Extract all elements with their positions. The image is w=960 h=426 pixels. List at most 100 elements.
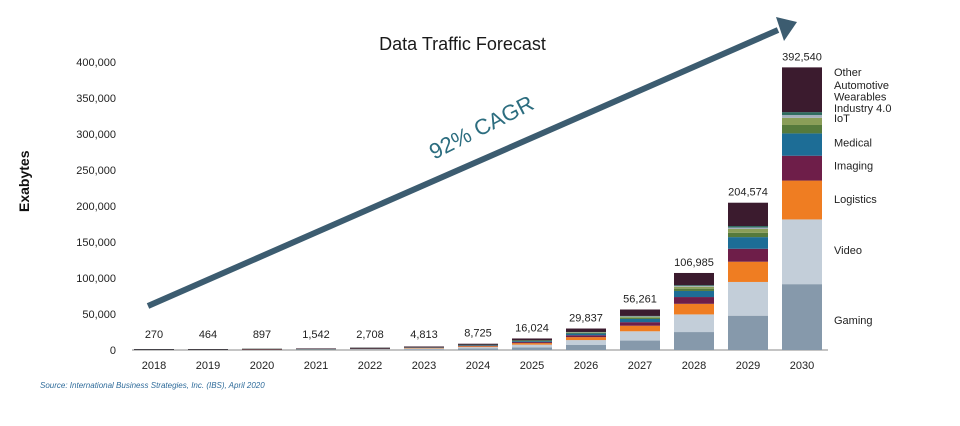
bar-total-labels: 270 464 897 1,542 2,708 4,813 8,725 16,024 29,83… bbox=[145, 51, 822, 341]
bar-segment-imaging bbox=[782, 155, 822, 181]
bar-segment-other bbox=[350, 347, 390, 349]
x-tick-label: 2029 bbox=[736, 360, 760, 372]
bar-segment-gaming bbox=[566, 344, 606, 350]
y-tick-label: 0 bbox=[110, 345, 116, 357]
bar-segment-industry-4-0 bbox=[782, 117, 822, 125]
y-tick-label: 200,000 bbox=[76, 201, 116, 213]
source-note: Source: International Business Strategie… bbox=[40, 381, 265, 390]
bar-total-label: 8,725 bbox=[464, 328, 492, 340]
bar-total-label: 392,540 bbox=[782, 51, 822, 63]
x-tick-label: 2025 bbox=[520, 360, 544, 372]
bar-segment-other bbox=[782, 67, 822, 113]
bar-segment-medical bbox=[728, 237, 768, 249]
x-tick-label: 2018 bbox=[142, 360, 166, 372]
y-axis: 0 50,000 100,000 150,000 200,000 250,000 300,0… bbox=[76, 57, 116, 357]
bar-segment-automotive bbox=[782, 112, 822, 115]
bar-total-label: 4,813 bbox=[410, 329, 438, 341]
bar-segment-logistics bbox=[404, 347, 444, 349]
y-tick-label: 250,000 bbox=[76, 165, 116, 177]
bar-segment-iot bbox=[620, 317, 660, 319]
bar-total-label: 2,708 bbox=[356, 329, 384, 341]
bar-segment-video bbox=[404, 348, 444, 350]
bar-segment-video bbox=[566, 340, 606, 345]
bar-segment-medical bbox=[512, 341, 552, 343]
chart-title: Data Traffic Forecast bbox=[379, 34, 546, 54]
bar-segment-other bbox=[728, 202, 768, 227]
bar-segment-automotive bbox=[620, 315, 660, 317]
bar-segment-logistics bbox=[620, 325, 660, 332]
y-axis-label: Exabytes bbox=[16, 150, 32, 212]
bar-segment-other bbox=[188, 349, 228, 350]
segment-label: Medical bbox=[834, 138, 872, 150]
bar-segment-imaging bbox=[566, 335, 606, 338]
segment-label: Logistics bbox=[834, 194, 877, 206]
bar-segment-video bbox=[350, 348, 390, 350]
bar-segment-imaging bbox=[458, 345, 498, 347]
bar-segment-iot bbox=[782, 124, 822, 134]
segment-label: Gaming bbox=[834, 315, 873, 327]
bar-segment-other bbox=[512, 338, 552, 341]
bar-segment-video bbox=[458, 347, 498, 349]
x-tick-label: 2027 bbox=[628, 360, 652, 372]
bar-total-label: 29,837 bbox=[569, 313, 603, 325]
bar-segment-wearables bbox=[620, 316, 660, 317]
bars bbox=[134, 67, 822, 350]
bar-segment-gaming bbox=[782, 284, 822, 350]
bar-segment-other bbox=[242, 348, 282, 350]
bar-segment-video bbox=[674, 314, 714, 333]
bar-total-label: 204,574 bbox=[728, 187, 768, 199]
bar-segment-industry-4-0 bbox=[728, 229, 768, 233]
bar-segment-iot bbox=[674, 288, 714, 291]
x-tick-label: 2022 bbox=[358, 360, 382, 372]
x-tick-label: 2023 bbox=[412, 360, 436, 372]
bar-segment-iot bbox=[728, 232, 768, 238]
bar-segment-logistics bbox=[728, 261, 768, 282]
bar-segment-wearables bbox=[728, 227, 768, 230]
bar-segment-imaging bbox=[404, 347, 444, 348]
bar-segment-other bbox=[566, 328, 606, 332]
x-tick-label: 2028 bbox=[682, 360, 706, 372]
bar-segment-imaging bbox=[728, 248, 768, 262]
bar-total-label: 56,261 bbox=[623, 293, 657, 305]
bar-total-label: 464 bbox=[199, 329, 217, 341]
bar-total-label: 106,985 bbox=[674, 257, 714, 269]
x-tick-label: 2026 bbox=[574, 360, 598, 372]
bar-segment-other bbox=[404, 346, 444, 348]
bar-segment-gaming bbox=[458, 348, 498, 350]
x-tick-label: 2020 bbox=[250, 360, 274, 372]
bar-segment-industry-4-0 bbox=[674, 286, 714, 289]
bar-segment-video bbox=[728, 281, 768, 316]
x-tick-label: 2030 bbox=[790, 360, 814, 372]
bar-segment-other bbox=[296, 348, 336, 350]
bar-segment-gaming bbox=[404, 349, 444, 350]
x-tick-label: 2019 bbox=[196, 360, 220, 372]
bar-segment-imaging bbox=[512, 342, 552, 344]
bar-segment-medical bbox=[620, 318, 660, 323]
y-tick-label: 400,000 bbox=[76, 57, 116, 69]
bar-segment-automotive bbox=[728, 226, 768, 228]
bar-total-label: 16,024 bbox=[515, 322, 549, 334]
segment-label: Wearables bbox=[834, 92, 887, 104]
bar-segment-gaming bbox=[620, 340, 660, 350]
bar-total-label: 270 bbox=[145, 329, 163, 341]
bar-segment-logistics bbox=[458, 346, 498, 348]
y-tick-label: 150,000 bbox=[76, 237, 116, 249]
bar-segment-iot bbox=[512, 340, 552, 342]
bar-segment-wearables bbox=[674, 285, 714, 287]
segment-label: Industry 4.0 bbox=[834, 103, 891, 115]
y-tick-label: 100,000 bbox=[76, 273, 116, 285]
segment-label: Imaging bbox=[834, 161, 873, 173]
y-tick-label: 50,000 bbox=[82, 309, 116, 321]
bar-segment-gaming bbox=[674, 332, 714, 350]
bar-total-label: 897 bbox=[253, 329, 271, 341]
bar-segment-industry-4-0 bbox=[566, 332, 606, 333]
bar-segment-video bbox=[782, 219, 822, 285]
bar-segment-other bbox=[674, 272, 714, 286]
cagr-arrow-head bbox=[776, 17, 797, 41]
segment-label: Automotive bbox=[834, 80, 889, 92]
bar-segment-other bbox=[458, 343, 498, 345]
bar-segment-logistics bbox=[782, 180, 822, 220]
cagr-arrow bbox=[146, 17, 797, 309]
